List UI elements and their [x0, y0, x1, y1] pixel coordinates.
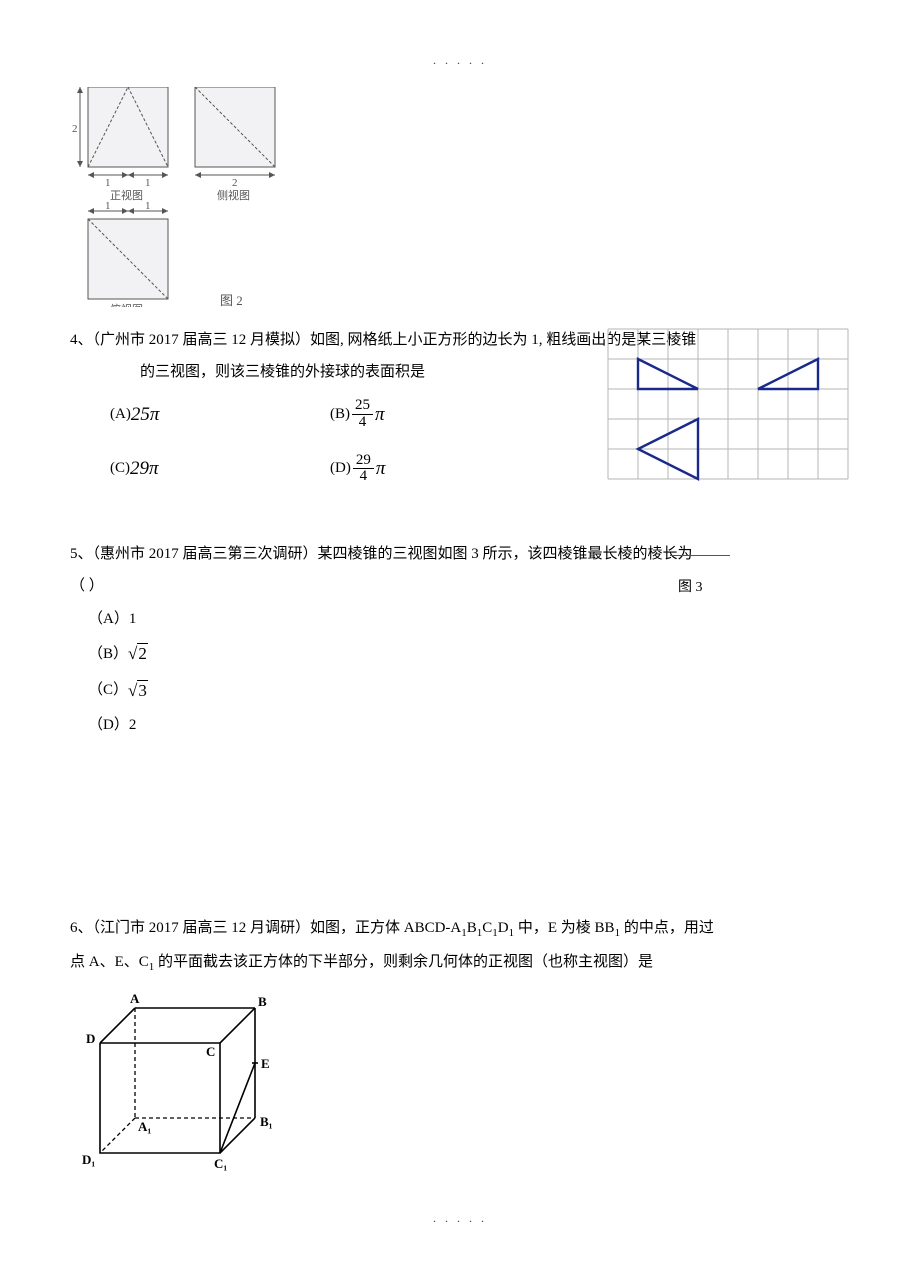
figure-2-svg: 2 1 1 正视图 2 侧视图 1 1 俯视图 图 2 — [70, 87, 300, 307]
q6-cube-figure: A B C D E A₁ B₁ C₁ D₁ — [80, 988, 850, 1178]
cube-svg: A B C D E A₁ B₁ C₁ D₁ — [80, 988, 290, 1178]
svg-text:A₁: A₁ — [138, 1119, 151, 1134]
svg-text:2: 2 — [72, 123, 78, 135]
q5-option-d: （D）2 — [88, 712, 850, 739]
opt-label: （B） — [88, 641, 128, 668]
q5-option-c: （C） √3 — [88, 676, 850, 707]
opt-label: (B) — [330, 401, 350, 428]
opt-pi: π — [376, 452, 386, 486]
svg-text:C₁: C₁ — [214, 1156, 227, 1171]
question-5: 5、（惠州市 2017 届高三第三次调研）某四棱锥的三视图如图 3 所示，该四棱… — [70, 541, 850, 739]
q5-options: （A）1 （B） √2 （C） √3 （D）2 — [88, 606, 850, 739]
q5-line1: 5、（惠州市 2017 届高三第三次调研）某四棱锥的三视图如图 3 所示，该四棱… — [70, 541, 850, 568]
fig3-label: 图 3 — [678, 575, 703, 600]
svg-text:正视图: 正视图 — [110, 188, 143, 202]
svg-text:E: E — [261, 1056, 270, 1071]
q6-line2: 点 A、E、C1 的平面截去该正方体的下半部分，则剩余几何体的正视图（也称主视图… — [70, 949, 850, 978]
svg-text:俯视图: 俯视图 — [110, 302, 143, 307]
svg-text:B: B — [258, 994, 267, 1009]
q5-option-a: （A）1 — [88, 606, 850, 633]
svg-text:1: 1 — [145, 200, 151, 212]
opt-label: (D) — [330, 455, 351, 482]
q5-paren: （ ） — [70, 573, 850, 600]
opt-value: 25π — [131, 398, 160, 432]
opt-label: (C) — [110, 455, 130, 482]
page-dots-top: . . . . . — [70, 50, 850, 72]
q5-option-b: （B） √2 — [88, 639, 850, 670]
svg-text:1: 1 — [105, 177, 111, 189]
svg-text:A: A — [130, 991, 140, 1006]
q4-grid-figure — [606, 327, 850, 481]
opt-label: （C） — [88, 677, 128, 704]
svg-text:侧视图: 侧视图 — [217, 188, 250, 202]
question-6: 6、（江门市 2017 届高三 12 月调研）如图，正方体 ABCD-A1B1C… — [70, 915, 850, 1178]
svg-text:C: C — [206, 1044, 215, 1059]
figure-2: 2 1 1 正视图 2 侧视图 1 1 俯视图 图 2 — [70, 87, 850, 307]
svg-text:2: 2 — [232, 177, 238, 189]
opt-label: (A) — [110, 401, 131, 428]
svg-text:图 2: 图 2 — [220, 293, 243, 307]
svg-text:1: 1 — [145, 177, 151, 189]
svg-text:1: 1 — [105, 200, 111, 212]
q4-option-b: (B) 254 π — [330, 398, 550, 432]
q4-option-d: (D) 294 π — [330, 452, 550, 486]
q4-option-a: (A) 25π — [110, 398, 330, 432]
svg-text:B₁: B₁ — [260, 1114, 273, 1129]
q4-option-c: (C) 29π — [110, 452, 330, 486]
opt-value: 29π — [130, 452, 159, 486]
fig3-mark — [670, 555, 730, 556]
svg-text:D₁: D₁ — [82, 1152, 95, 1167]
svg-text:D: D — [86, 1031, 95, 1046]
question-4: 4、（广州市 2017 届高三 12 月模拟）如图, 网格纸上小正方形的边长为 … — [70, 327, 850, 486]
page-dots-bottom: . . . . . — [70, 1208, 850, 1230]
opt-pi: π — [375, 398, 385, 432]
q6-line1: 6、（江门市 2017 届高三 12 月调研）如图，正方体 ABCD-A1B1C… — [70, 915, 850, 944]
